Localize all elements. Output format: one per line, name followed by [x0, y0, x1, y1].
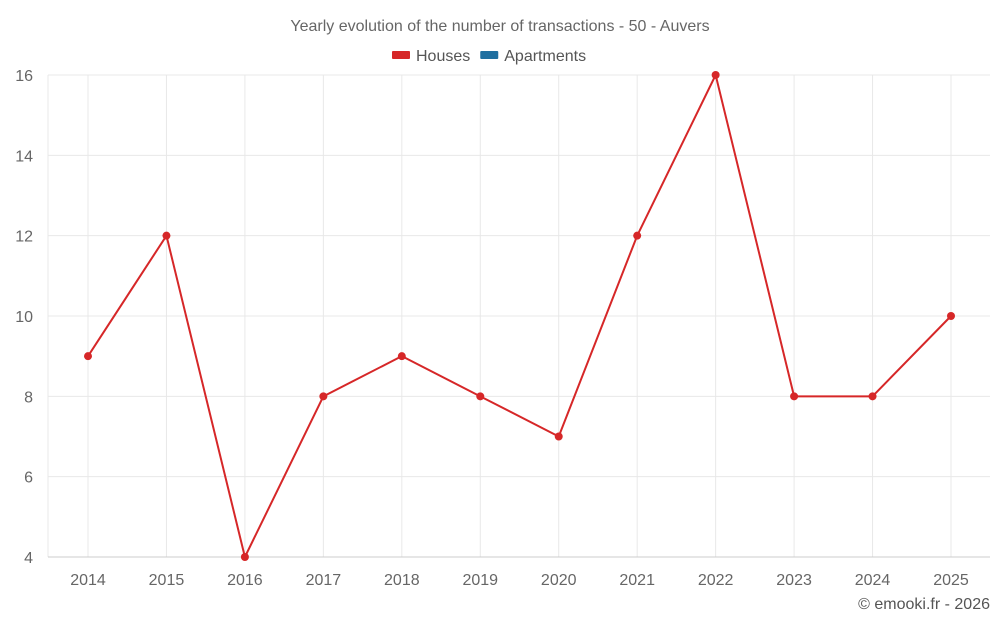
x-tick-label: 2015	[149, 572, 185, 589]
data-point[interactable]	[868, 392, 877, 401]
series-line-houses	[87, 74, 952, 558]
x-tick-label: 2023	[776, 572, 812, 589]
series-group	[84, 71, 955, 561]
y-tick-label: 10	[15, 309, 33, 326]
grid	[47, 74, 990, 558]
y-tick-label: 8	[24, 389, 33, 406]
data-point[interactable]	[554, 432, 563, 441]
credit-text: © emooki.fr - 2026	[858, 596, 990, 613]
y-tick-label: 6	[24, 470, 33, 487]
x-tick-label: 2021	[619, 572, 655, 589]
x-tick-label: 2017	[306, 572, 342, 589]
data-point[interactable]	[240, 553, 249, 561]
data-point[interactable]	[84, 352, 92, 361]
legend-swatch	[480, 51, 499, 59]
data-point[interactable]	[711, 71, 720, 79]
legend-item-houses[interactable]: Houses	[392, 48, 470, 65]
y-tick-label: 16	[15, 68, 33, 85]
x-tick-label: 2024	[855, 572, 891, 589]
y-tick-label: 14	[15, 148, 33, 165]
data-point[interactable]	[790, 392, 799, 401]
data-point[interactable]	[947, 312, 955, 320]
legend-item-apartments[interactable]: Apartments	[480, 48, 586, 65]
data-point[interactable]	[319, 392, 328, 401]
x-tick-label: 2014	[70, 572, 106, 589]
x-tick-label: 2022	[698, 572, 734, 589]
data-point[interactable]	[397, 352, 406, 361]
x-tick-label: 2016	[227, 572, 263, 589]
data-point[interactable]	[633, 231, 642, 240]
legend-swatch	[392, 51, 410, 59]
legend-label: Houses	[416, 48, 470, 65]
x-tick-label: 2020	[541, 572, 577, 589]
y-tick-label: 4	[24, 550, 33, 567]
legend-label: Apartments	[504, 48, 586, 65]
data-point[interactable]	[162, 231, 171, 240]
data-point[interactable]	[476, 392, 485, 401]
legend: Houses Apartments	[392, 48, 586, 65]
y-tick-label: 12	[15, 229, 33, 246]
x-tick-label: 2019	[462, 572, 498, 589]
x-tick-label: 2018	[384, 572, 420, 589]
x-axis: 2014 2015 2016 2017 2018 2019 2020 2021 2022 2023…	[70, 572, 969, 589]
y-axis: 4 6 8 10 12 14 16	[15, 68, 33, 567]
chart-title: Yearly evolution of the number of transa…	[290, 18, 709, 35]
x-tick-label: 2025	[933, 572, 969, 589]
